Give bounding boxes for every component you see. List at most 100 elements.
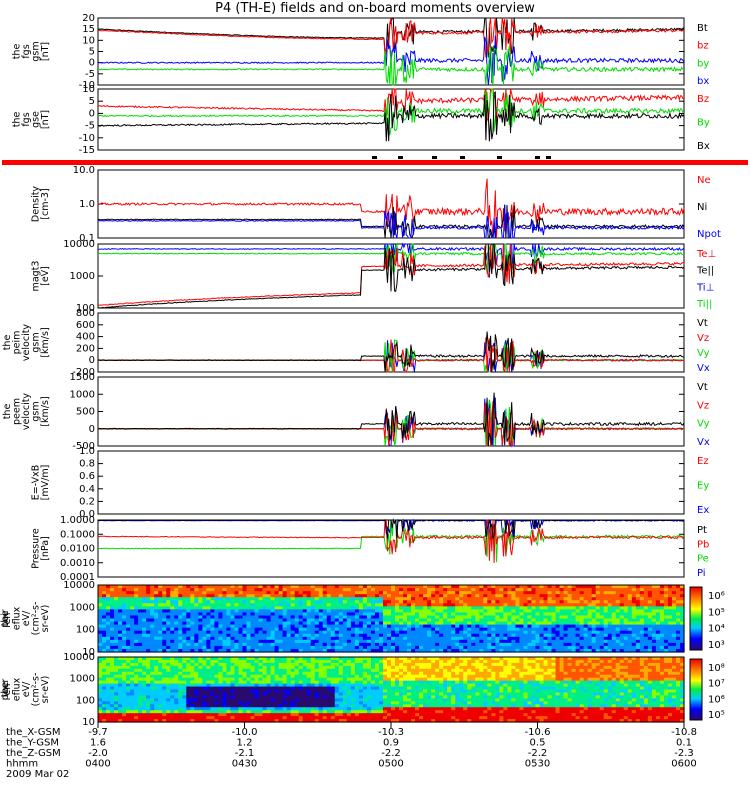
spectrogram-cell [210,606,215,610]
spectrogram-cell [334,621,340,626]
spectrogram-cell [306,597,312,601]
spectrogram-cell [527,612,533,617]
spectrogram-cell [278,671,284,676]
spectrogram-cell [246,606,252,610]
spectrogram-cell [150,639,155,644]
spectrogram-cell [118,591,123,595]
spectrogram-cell [314,701,320,705]
spectrogram-cell [467,621,472,626]
spectrogram-cell [663,627,669,632]
series-Te-perp [97,243,685,306]
spectrogram-cell [286,674,292,679]
spectrogram-cell [302,668,308,673]
spectrogram-cell [619,591,625,595]
spectrogram-cell [250,710,256,714]
spectrogram-cell [142,618,147,623]
spectrogram-cell [603,639,609,644]
spectrogram-cell [226,668,232,673]
spectrogram-cell [226,671,232,676]
spectrogram-cell [222,609,228,614]
spectrogram-cell [234,704,240,708]
spectrogram-cell [407,588,412,592]
spectrogram-cell [278,674,284,679]
spectrogram-cell [118,585,123,589]
spectrogram-cell [551,597,557,601]
spectrogram-cell [246,674,252,679]
spectrogram-cell [202,597,207,601]
spectrogram-cell [286,636,292,641]
spectrogram-cell [310,588,316,592]
spectrogram-cell [258,648,264,653]
spectrogram-cell [487,606,492,610]
spectrogram-cell [302,698,308,702]
spectrogram-cell [467,609,472,614]
spectrogram-cell [627,648,633,653]
spectrogram-cell [419,609,424,614]
spectrogram-cell [354,633,360,638]
spectrogram-cell [166,689,171,694]
spectrogram-cell [174,695,179,699]
spectrogram-cell [487,636,492,641]
spectrogram-cell [358,695,364,699]
spectrogram-cell [366,627,372,632]
spectrogram-cell [342,630,348,635]
spectrogram-cell [110,624,115,629]
spectrogram-cell [162,591,167,595]
spectrogram-cell [583,624,589,629]
spectrogram-cell [174,591,179,595]
spectrogram-cell [246,615,252,620]
spectrogram-cell [326,636,332,641]
ylabel-fgs_gse: gse [31,111,42,128]
spectrogram-cell [346,686,352,691]
spectrogram-cell [455,591,460,595]
spectrogram-cell [447,609,452,614]
spectrogram-cell [134,624,139,629]
spectrogram-cell [587,636,593,641]
spectrogram-cell [395,585,400,589]
spectrogram-cell [238,627,244,632]
spectrogram-cell [322,692,328,697]
spectrogram-cell [142,680,147,685]
spectrogram-cell [206,704,211,708]
spectrogram-cell [451,621,456,626]
spectrogram-cell [382,606,388,610]
spectrogram-cell [142,621,147,626]
spectrogram-cell [507,606,513,610]
spectrogram-cell [210,588,215,592]
spectrogram-cell [326,639,332,644]
spectrogram-cell [535,636,541,641]
spectrogram-cell [366,585,372,589]
spectrogram-cell [346,645,352,650]
spectrogram-cell [555,597,561,601]
spectrogram-cell [186,665,191,670]
spectrogram-cell [635,624,641,629]
spectrogram-cell [98,657,103,661]
spectrogram-cell [439,597,444,601]
spectrogram-cell [603,618,609,623]
spectrogram-cell [523,633,529,638]
spectrogram-cell [567,618,573,623]
spectrogram-cell [555,594,561,598]
spectrogram-cell [330,719,336,723]
spectrogram-cell [338,674,344,679]
spectrogram-cell [298,603,304,607]
spectrogram-cell [543,615,549,620]
spectrogram-cell [122,657,127,661]
spectrogram-cell [579,627,585,632]
spectrogram-cell [431,585,436,589]
spectrogram-cell [391,648,396,653]
spectrogram-cell [523,606,529,610]
spectrogram-cell [106,642,111,647]
spectrogram-cell [110,698,115,702]
spectrogram-cell [110,689,115,694]
spectrogram-cell [166,686,171,691]
spectrogram-cell [667,597,673,601]
spectrogram-cell [563,603,569,607]
spectrogram-cell [386,630,392,635]
spectrogram-cell [382,639,388,644]
spectrogram-cell [322,698,328,702]
spectrogram-cell [499,606,504,610]
spectrogram-cell [278,606,284,610]
spectrogram-cell [455,588,460,592]
spectrogram-cell [202,606,207,610]
